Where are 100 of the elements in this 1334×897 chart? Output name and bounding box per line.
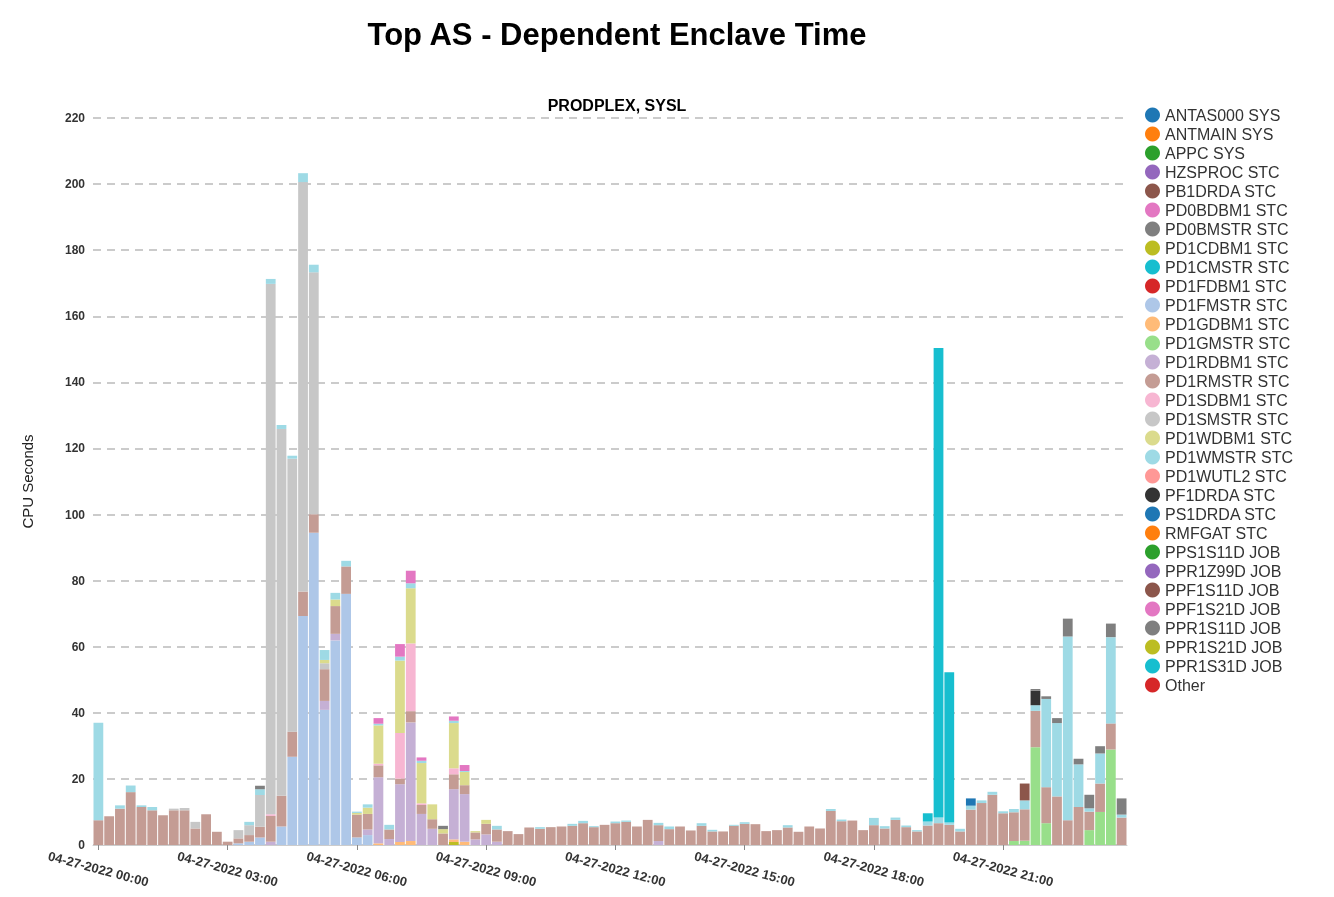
bar bbox=[448, 768, 459, 775]
bar bbox=[405, 643, 416, 712]
bar bbox=[1019, 800, 1030, 810]
bar bbox=[1105, 723, 1116, 750]
legend-label: PD0BDBM1 STC bbox=[1165, 201, 1288, 219]
bar bbox=[265, 278, 276, 284]
legend-label: PD0BMSTR STC bbox=[1165, 220, 1289, 238]
bar bbox=[416, 805, 427, 814]
legend-label: PD1WMSTR STC bbox=[1165, 448, 1293, 466]
y-axis-title: CPU Seconds bbox=[19, 434, 36, 529]
bar bbox=[1116, 798, 1127, 815]
bar bbox=[976, 800, 987, 804]
bar bbox=[1095, 783, 1105, 812]
legend-label: PPS1S11D JOB bbox=[1165, 543, 1281, 561]
bar bbox=[1062, 618, 1073, 637]
bar bbox=[287, 731, 298, 757]
bar bbox=[965, 805, 976, 810]
legend-label: HZSPROC STC bbox=[1165, 163, 1280, 181]
legend-label: PD1CDBM1 STC bbox=[1165, 239, 1289, 257]
bar bbox=[987, 791, 998, 795]
bar bbox=[373, 765, 384, 778]
bar bbox=[1041, 696, 1052, 699]
chart-title: Top AS - Dependent Enclave Time bbox=[367, 17, 867, 52]
bar bbox=[1095, 746, 1105, 754]
legend-label: PD1SMSTR STC bbox=[1165, 410, 1289, 428]
bar bbox=[965, 798, 976, 806]
bar bbox=[362, 804, 373, 808]
legend-label: PD1CMSTR STC bbox=[1165, 258, 1290, 276]
bar bbox=[448, 716, 459, 721]
legend-label: PPF1S21D JOB bbox=[1165, 600, 1281, 618]
bar bbox=[190, 821, 201, 829]
bar bbox=[319, 700, 330, 710]
bar bbox=[341, 560, 351, 567]
legend-label: ANTAS000 SYS bbox=[1165, 106, 1281, 124]
legend-label: ANTMAIN SYS bbox=[1165, 125, 1274, 143]
legend-label: PD1GDBM1 STC bbox=[1165, 315, 1290, 333]
bar bbox=[395, 732, 405, 779]
y-tick-label: 60 bbox=[71, 639, 86, 654]
bar bbox=[125, 785, 136, 793]
bar bbox=[255, 789, 265, 796]
bar bbox=[395, 644, 405, 657]
bar bbox=[1105, 637, 1116, 724]
bar bbox=[330, 606, 341, 634]
bar bbox=[405, 588, 416, 644]
bar bbox=[373, 718, 384, 724]
bar bbox=[330, 592, 341, 600]
bar bbox=[395, 778, 405, 785]
bar bbox=[341, 566, 351, 594]
legend-label: PPF1S11D JOB bbox=[1165, 581, 1280, 599]
y-tick-label: 20 bbox=[71, 771, 86, 786]
bar bbox=[405, 711, 416, 723]
legend-label: PD1FMSTR STC bbox=[1165, 296, 1288, 314]
y-tick-label: 80 bbox=[71, 573, 86, 588]
bar bbox=[459, 771, 470, 786]
legend-label: PD1WDBM1 STC bbox=[1165, 429, 1293, 447]
bar bbox=[438, 825, 448, 830]
bar bbox=[1019, 783, 1030, 801]
bar bbox=[93, 722, 104, 821]
legend-label: PD1RDBM1 STC bbox=[1165, 353, 1289, 371]
legend-label: Other bbox=[1165, 676, 1206, 694]
bar bbox=[664, 826, 675, 830]
bar bbox=[427, 819, 438, 829]
y-tick-label: 180 bbox=[64, 243, 86, 258]
bar bbox=[405, 583, 416, 589]
legend-label: PD1RMSTR STC bbox=[1165, 372, 1290, 390]
bar bbox=[1116, 814, 1127, 818]
bar bbox=[427, 804, 438, 820]
bar bbox=[1116, 817, 1127, 845]
y-tick-label: 0 bbox=[78, 838, 86, 852]
bar bbox=[255, 785, 265, 790]
bar bbox=[244, 821, 255, 826]
legend-label: APPC SYS bbox=[1165, 144, 1246, 162]
y-tick-label: 120 bbox=[64, 441, 86, 456]
bar bbox=[653, 841, 664, 845]
bar bbox=[265, 841, 276, 845]
bar bbox=[384, 829, 395, 840]
chart-subtitle: PRODPLEX, SYSL bbox=[547, 96, 687, 114]
bar bbox=[438, 833, 448, 845]
bar bbox=[1084, 794, 1095, 809]
bar bbox=[1084, 808, 1095, 812]
bar bbox=[373, 725, 384, 764]
legend-label: PPR1S31D JOB bbox=[1165, 657, 1283, 675]
y-tick-label: 40 bbox=[71, 705, 86, 720]
bar bbox=[287, 455, 298, 459]
bar bbox=[395, 660, 405, 733]
bar bbox=[298, 591, 308, 616]
bar bbox=[459, 765, 470, 771]
bar bbox=[319, 650, 330, 660]
bar bbox=[448, 723, 459, 769]
bar bbox=[298, 173, 308, 183]
bar bbox=[1105, 623, 1116, 638]
bar bbox=[869, 817, 879, 826]
bar bbox=[1095, 753, 1105, 784]
bar bbox=[438, 829, 448, 834]
legend-label: PPR1S11D JOB bbox=[1165, 619, 1282, 637]
legend-label: PF1DRDA STC bbox=[1165, 486, 1276, 504]
y-tick-label: 140 bbox=[64, 375, 86, 390]
bar bbox=[276, 424, 287, 429]
bar bbox=[395, 656, 405, 661]
bar bbox=[319, 663, 330, 670]
